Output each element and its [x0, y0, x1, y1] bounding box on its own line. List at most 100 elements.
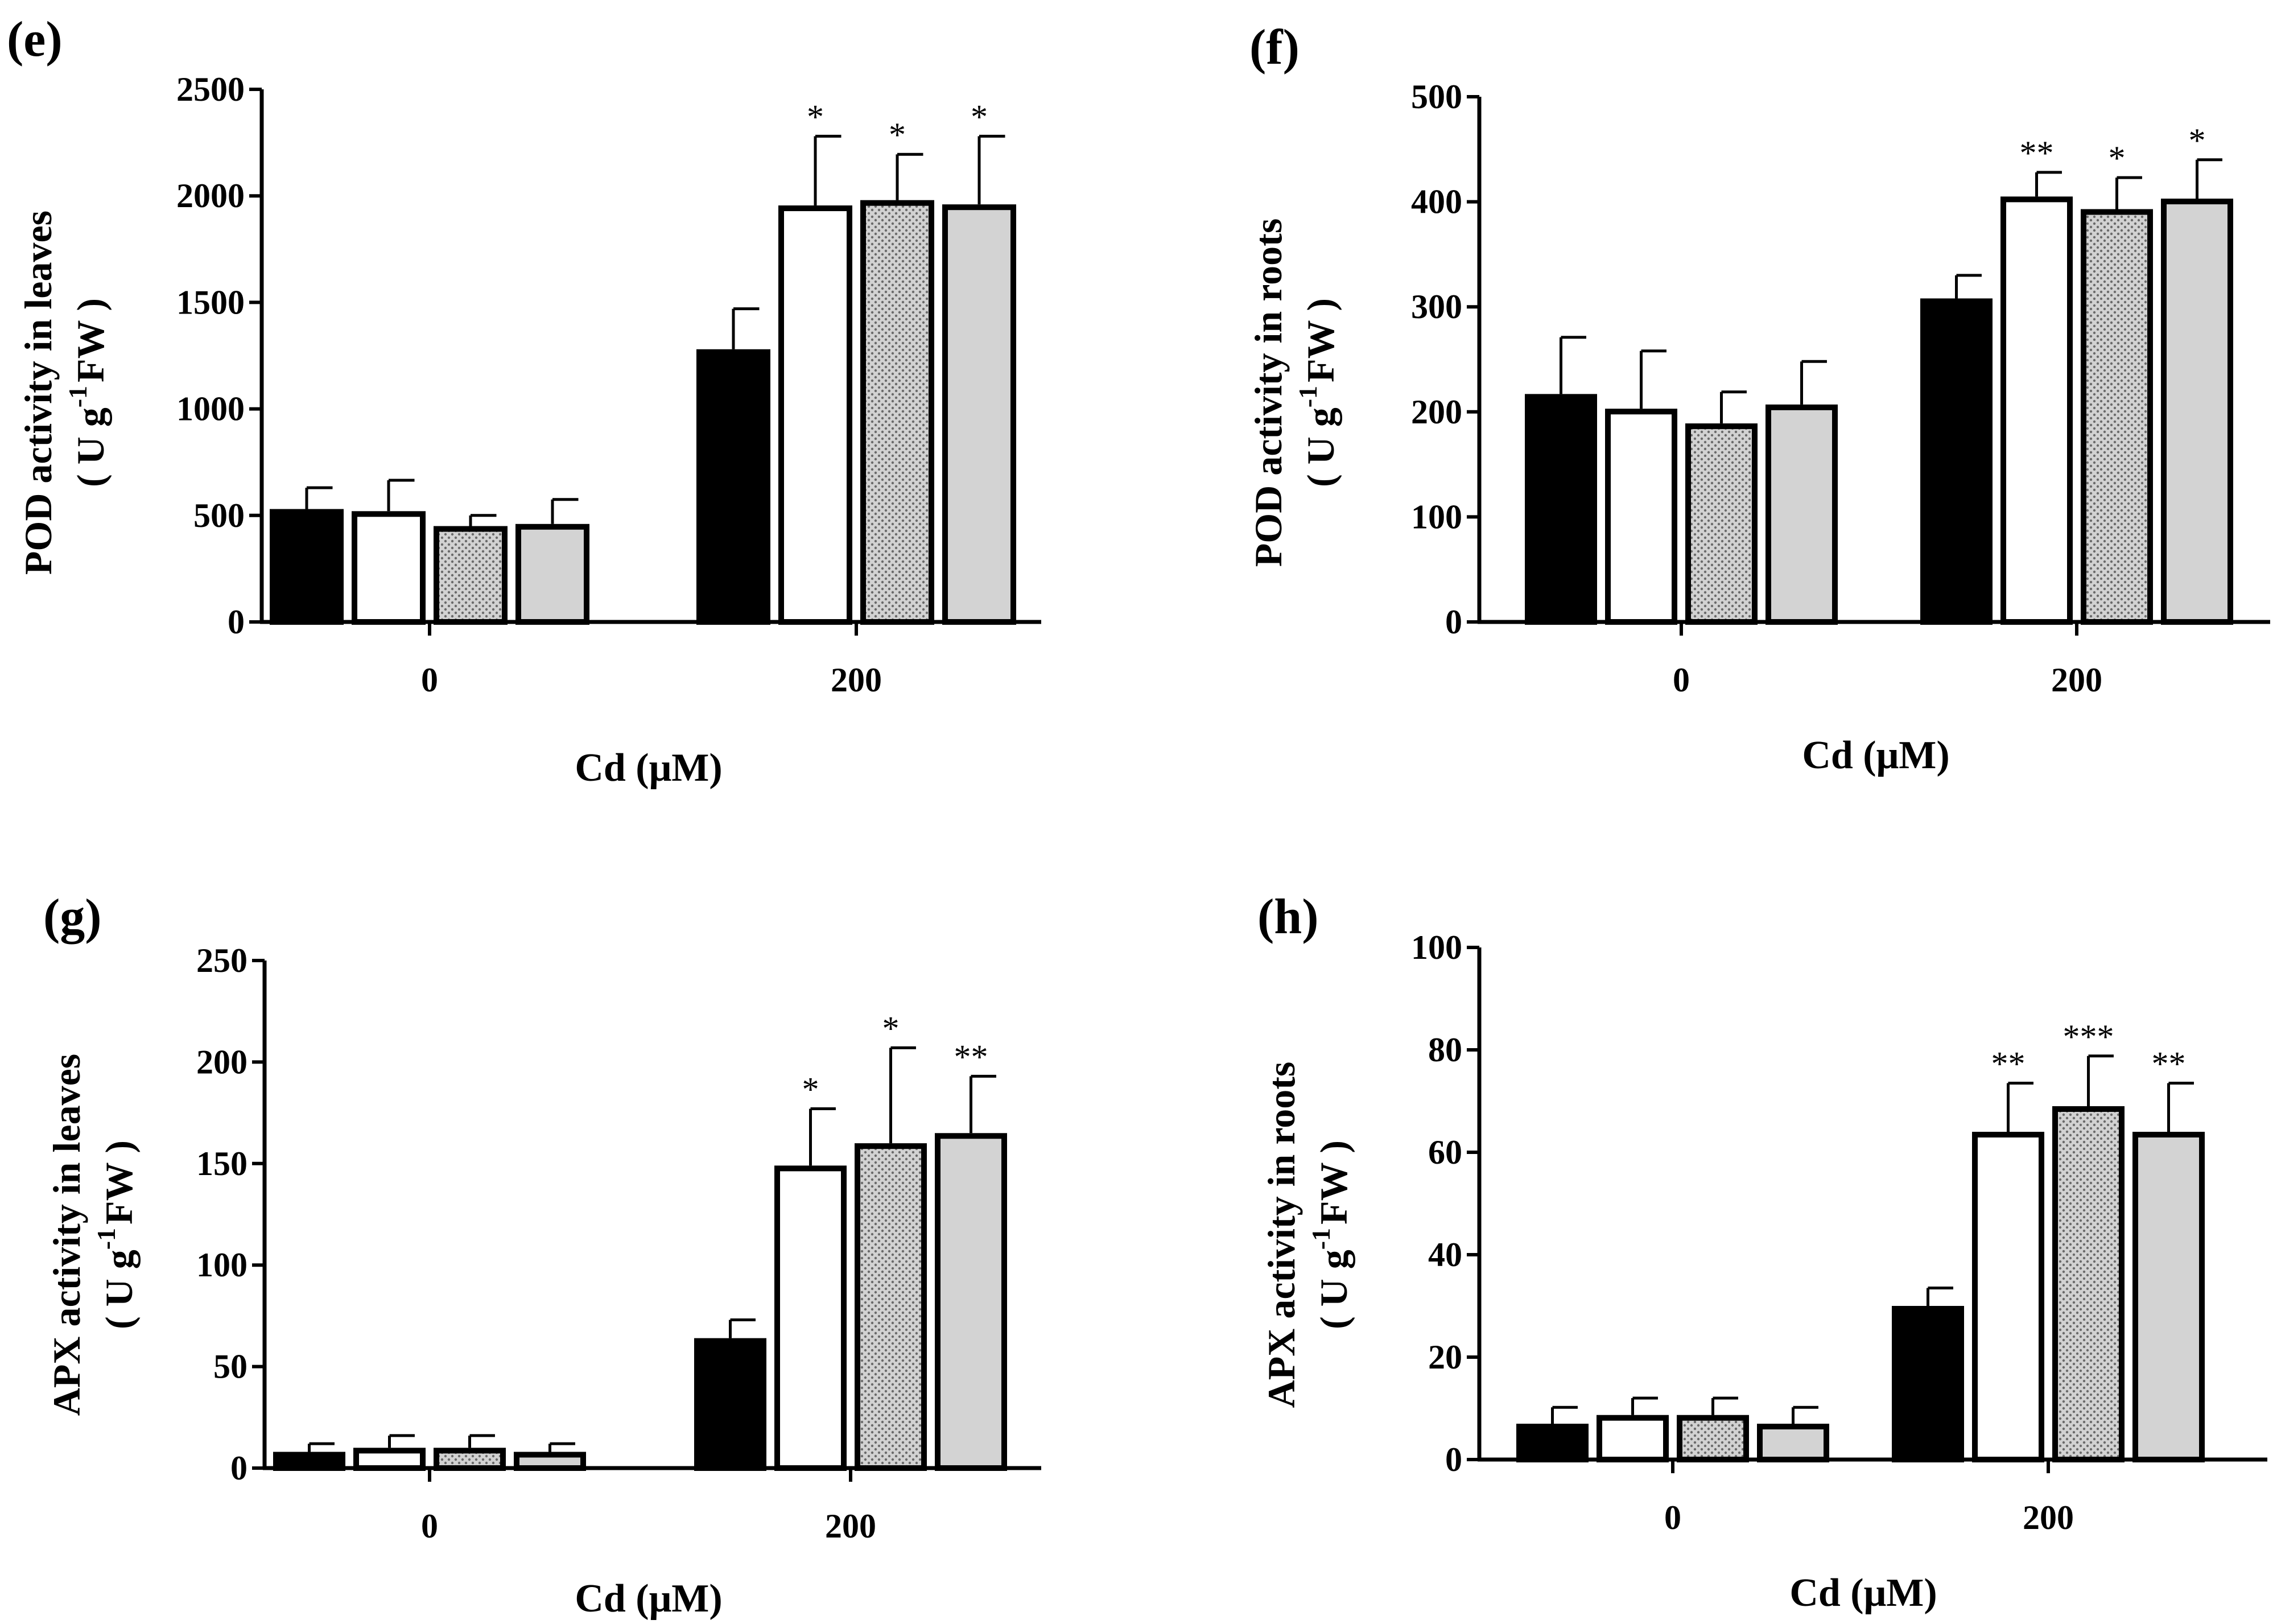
panel-h: (h) APX activity in roots ( U g-1FW ) 0 2… — [1257, 889, 2267, 1615]
bar — [1972, 1132, 2044, 1462]
bar — [270, 509, 344, 625]
y-tick-label: 100 — [1411, 498, 1462, 535]
y-tick-label: 1000 — [176, 390, 245, 428]
bar — [514, 1452, 586, 1472]
y-axis-title-h: APX activity in roots ( U g-1FW ) — [1260, 1062, 1355, 1408]
y-tick-label: 500 — [1411, 78, 1462, 116]
bar — [935, 1133, 1007, 1471]
bar — [1516, 1424, 1589, 1462]
bar — [855, 1143, 927, 1471]
bar — [353, 1448, 426, 1472]
significance-mark: * — [2109, 139, 2126, 177]
x-axis-title-e: Cd (μM) — [575, 746, 722, 790]
y-axis-unit: ( U g-1FW ) — [1306, 1140, 1355, 1329]
x-axis-title-f: Cd (μM) — [1802, 733, 1949, 777]
y-axis-unit: ( U g-1FW ) — [92, 1140, 141, 1329]
bar — [2132, 1132, 2205, 1462]
significance-mark: * — [971, 98, 988, 135]
panel-label-h: (h) — [1257, 889, 1319, 945]
x-tick-label: 200 — [831, 661, 882, 699]
bar — [2000, 196, 2073, 625]
x-axis-title-h: Cd (μM) — [1789, 1571, 1937, 1615]
y-tick-label: 0 — [1445, 603, 1462, 641]
significance-mark: ** — [2020, 134, 2054, 172]
plot-area-e: 0 500 1000 1500 2000 2500 0 200 * * * — [176, 71, 1041, 699]
significance-mark: * — [802, 1070, 819, 1108]
x-tick-label: 200 — [825, 1507, 876, 1545]
bar — [2161, 199, 2233, 625]
bar — [1525, 394, 1597, 625]
bar — [1920, 298, 1993, 625]
y-tick-label: 40 — [1428, 1236, 1462, 1273]
bar — [1677, 1415, 1749, 1462]
significance-mark: ** — [1991, 1045, 2026, 1083]
bar — [778, 205, 852, 625]
bar — [694, 1338, 766, 1471]
x-tick-label: 0 — [1664, 1499, 1681, 1536]
x-tick-label: 0 — [421, 1507, 438, 1545]
bar — [1892, 1306, 1964, 1462]
significance-mark: * — [2189, 122, 2206, 159]
bar — [515, 524, 589, 625]
y-axis-title-text: POD activity in leaves — [16, 211, 60, 575]
y-tick-label: 150 — [196, 1145, 248, 1182]
significance-mark: * — [882, 1009, 900, 1047]
bar — [1766, 404, 1838, 625]
y-tick-label: 400 — [1411, 183, 1462, 221]
significance-mark: * — [807, 98, 824, 135]
x-axis-title-g: Cd (μM) — [575, 1577, 722, 1621]
bar — [774, 1165, 847, 1471]
significance-mark: * — [889, 116, 906, 154]
y-tick-label: 0 — [1445, 1441, 1462, 1478]
y-tick-label: 0 — [228, 603, 245, 641]
x-tick-label: 0 — [421, 661, 438, 699]
panel-label-g: (g) — [43, 889, 102, 945]
bar — [434, 526, 508, 625]
bar — [942, 204, 1016, 625]
panel-e: (e) POD activity in leaves ( U g-1FW ) 0… — [7, 12, 1041, 790]
y-tick-label: 1500 — [176, 283, 245, 321]
y-tick-label: 100 — [1411, 929, 1462, 966]
y-tick-label: 200 — [1411, 393, 1462, 431]
significance-mark: ** — [954, 1038, 988, 1075]
bar — [352, 511, 426, 625]
y-tick-label: 100 — [196, 1246, 248, 1284]
bar — [1597, 1415, 1669, 1462]
y-axis-unit: ( U g-1FW ) — [1293, 298, 1342, 487]
y-axis-title-text: POD activity in roots — [1247, 219, 1290, 567]
y-tick-label: 60 — [1428, 1133, 1462, 1171]
y-tick-label: 20 — [1428, 1338, 1462, 1376]
bar — [1685, 423, 1758, 625]
bar — [696, 349, 770, 625]
bar — [2081, 209, 2153, 625]
significance-mark: *** — [2063, 1018, 2114, 1056]
y-tick-label: 2500 — [176, 71, 245, 108]
y-tick-label: 2000 — [176, 177, 245, 215]
panel-f: (f) POD activity in roots ( U g-1FW ) 0 1… — [1247, 20, 2270, 777]
x-tick-label: 200 — [2051, 661, 2102, 699]
panel-g: (g) APX activity in leaves ( U g-1FW ) 0… — [43, 889, 1041, 1621]
significance-mark: ** — [2152, 1045, 2186, 1083]
y-tick-label: 300 — [1411, 288, 1462, 325]
y-axis-title-text: APX activity in leaves — [45, 1054, 88, 1416]
y-tick-label: 200 — [196, 1043, 248, 1081]
y-axis-title-text: APX activity in roots — [1260, 1062, 1303, 1408]
bar — [860, 200, 934, 625]
y-tick-label: 50 — [213, 1348, 248, 1386]
x-tick-label: 0 — [1673, 661, 1690, 699]
y-tick-label: 80 — [1428, 1031, 1462, 1069]
y-axis-unit: ( U g-1FW ) — [63, 298, 112, 487]
bar — [1605, 409, 1677, 625]
y-axis-title-e: POD activity in leaves ( U g-1FW ) — [16, 211, 112, 575]
x-tick-label: 200 — [2023, 1499, 2074, 1536]
bar — [273, 1452, 345, 1472]
bar — [434, 1448, 506, 1472]
y-axis-title-g: APX activity in leaves ( U g-1FW ) — [45, 1054, 141, 1416]
y-tick-label: 500 — [193, 497, 245, 534]
y-axis-title-f: POD activity in roots ( U g-1FW ) — [1247, 219, 1342, 567]
bar — [1757, 1424, 1829, 1462]
